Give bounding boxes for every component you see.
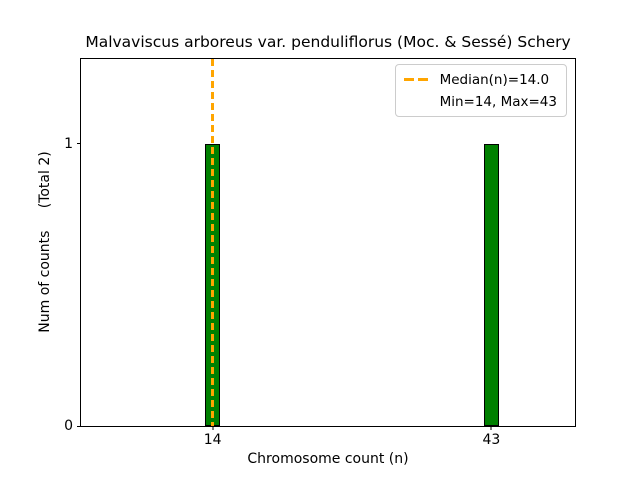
legend-row-minmax: Min=14, Max=43 — [404, 92, 557, 111]
x-tick-mark — [212, 426, 214, 430]
y-tick-label: 0 — [64, 418, 73, 434]
legend-row-median: Median(n)=14.0 — [403, 70, 557, 89]
y-tick-label: 1 — [64, 135, 73, 152]
median-dashed-line-icon — [403, 78, 431, 81]
bar-x43 — [484, 143, 499, 426]
y-tick-mark — [77, 425, 81, 427]
x-tick-label: 43 — [482, 432, 501, 448]
x-axis-label: Chromosome count (n) — [247, 451, 409, 467]
y-axis-label: Num of counts (Total 2) — [37, 151, 53, 333]
median-line — [211, 59, 215, 426]
legend: Median(n)=14.0 Min=14, Max=43 — [394, 64, 567, 117]
chart-title: Malvaviscus arboreus var. penduliflorus … — [85, 33, 571, 51]
plot-area: Median(n)=14.0 Min=14, Max=43 14 43 0 1 — [64, 58, 576, 448]
legend-label-minmax: Min=14, Max=43 — [439, 93, 557, 110]
y-tick-mark — [77, 143, 81, 145]
x-tick-mark — [490, 426, 492, 430]
legend-blank-marker — [404, 100, 431, 103]
legend-label-median: Median(n)=14.0 — [439, 71, 550, 88]
x-tick-label: 14 — [203, 432, 222, 448]
